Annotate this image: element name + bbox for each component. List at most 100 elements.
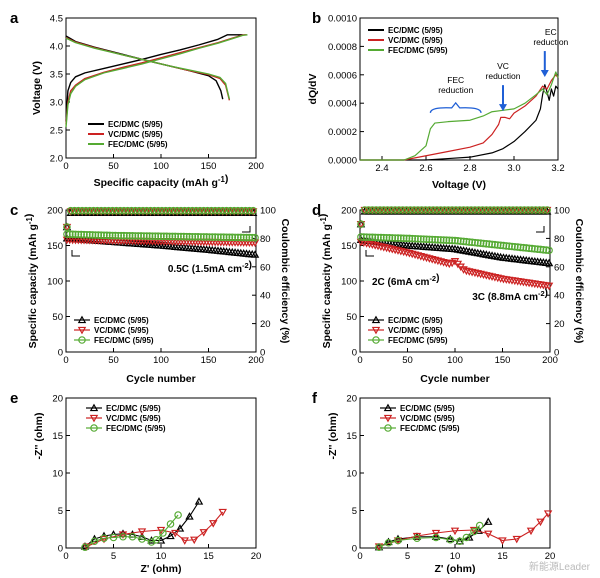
- nyquist-point: [166, 520, 175, 528]
- capacity-point: [137, 232, 145, 240]
- y-tick-label: 0: [352, 544, 357, 555]
- discharge-curve: [65, 37, 231, 100]
- fec-annotation-line1: FEC: [447, 75, 464, 85]
- nyquist-point: [384, 538, 393, 547]
- capacity-point: [419, 253, 428, 262]
- x-tick-label: 100: [153, 161, 169, 172]
- nyquist-point: [536, 518, 545, 527]
- capacity-point: [71, 230, 80, 239]
- efficiency-point: [421, 206, 430, 214]
- x-tick-label: 50: [402, 355, 413, 366]
- dqdv-curve: [360, 84, 559, 161]
- x-tick-label: 2.8: [463, 163, 476, 174]
- capacity-point: [234, 233, 242, 242]
- nyquist-point: [118, 531, 128, 539]
- legend-label: EC/DMC (5/95): [388, 26, 443, 35]
- capacity-point: [103, 231, 111, 240]
- efficiency-point: [433, 206, 441, 214]
- capacity-point: [188, 232, 197, 241]
- nyquist-point: [137, 528, 147, 536]
- efficiency-point: [387, 206, 396, 214]
- nyquist-point: [413, 534, 421, 543]
- legend-marker: [371, 315, 381, 324]
- efficiency-point: [410, 206, 418, 214]
- x-axis-label: Voltage (V): [432, 179, 486, 191]
- capacity-point: [536, 245, 545, 254]
- y-tick-label: 4.0: [50, 42, 63, 53]
- capacity-point: [410, 251, 420, 260]
- efficiency-point: [455, 206, 464, 214]
- capacity-point: [63, 230, 71, 238]
- capacity-point: [373, 242, 383, 251]
- capacity-point: [162, 232, 171, 241]
- efficiency-point: [120, 206, 128, 215]
- efficiency-point: [493, 206, 502, 214]
- capacity-point: [151, 232, 160, 240]
- legend-label: FEC/DMC (5/95): [400, 424, 460, 433]
- nyquist-point: [393, 534, 403, 543]
- capacity-point: [214, 233, 222, 241]
- capacity-point: [462, 267, 471, 276]
- capacity-point: [431, 235, 439, 244]
- y-tick-label: 0.0002: [328, 127, 357, 138]
- capacity-point: [479, 271, 488, 280]
- efficiency-point: [368, 206, 377, 214]
- dqdv-curve: [360, 71, 559, 161]
- efficiency-point: [364, 206, 373, 214]
- capacity-point: [385, 234, 394, 242]
- nyquist-point: [199, 529, 208, 537]
- capacity-point: [125, 232, 134, 240]
- y-axis-label: dQ/dV: [307, 74, 319, 105]
- capacity-point: [402, 234, 411, 243]
- capacity-point: [357, 233, 365, 241]
- legend-label: EC/DMC (5/95): [106, 404, 161, 413]
- legend-marker: [89, 414, 99, 423]
- capacity-point: [80, 230, 88, 239]
- legend-label: EC/DMC (5/95): [108, 120, 163, 129]
- capacity-point: [539, 245, 548, 254]
- legend-marker: [90, 424, 98, 432]
- y-tick-label: 10: [52, 469, 63, 480]
- efficiency-point: [535, 206, 544, 214]
- x-tick-label: 5: [111, 551, 116, 562]
- legend-label: FEC/DMC (5/95): [94, 336, 154, 345]
- capacity-point: [414, 235, 422, 243]
- efficiency-point: [104, 206, 113, 215]
- efficiency-point: [391, 206, 399, 214]
- x-axis-label: Cycle number: [420, 373, 489, 385]
- vc-arrow-head: [499, 104, 507, 112]
- nyquist-point: [185, 512, 194, 520]
- efficiency-point: [436, 206, 445, 214]
- capacity-point: [411, 234, 419, 243]
- capacity-point: [422, 235, 431, 244]
- efficiency-point: [509, 206, 517, 214]
- efficiency-point: [230, 206, 238, 215]
- capacity-point: [476, 270, 485, 279]
- nyquist-point: [190, 536, 199, 545]
- capacity-point: [100, 231, 108, 240]
- efficiency-point: [146, 206, 155, 215]
- efficiency-point: [474, 206, 483, 214]
- nyquist-point: [180, 537, 189, 545]
- capacity-point: [427, 256, 437, 264]
- efficiency-point: [177, 206, 185, 215]
- y-tick-label: 4.5: [50, 14, 63, 25]
- legend-marker: [77, 315, 87, 324]
- efficiency-point: [192, 206, 200, 215]
- x-tick-label: 100: [447, 355, 463, 366]
- y-axis-label: -Z'' (ohm): [33, 413, 45, 460]
- x-tick-label: 2.4: [375, 163, 388, 174]
- capacity-point: [487, 273, 497, 281]
- y-tick-label: 3.5: [50, 70, 63, 81]
- y2-tick-label: 80: [554, 234, 565, 245]
- capacity-point: [416, 235, 425, 243]
- y-axis-label: Specific capacity (mAh g-1): [317, 214, 333, 349]
- efficiency-point: [357, 220, 365, 229]
- capacity-point: [371, 233, 380, 242]
- y-tick-label: 0.0004: [328, 99, 357, 110]
- legend-label: EC/DMC (5/95): [400, 404, 455, 413]
- x-tick-label: 200: [248, 355, 264, 366]
- capacity-point: [413, 252, 423, 260]
- nyquist-point: [152, 535, 161, 544]
- capacity-point: [154, 232, 162, 241]
